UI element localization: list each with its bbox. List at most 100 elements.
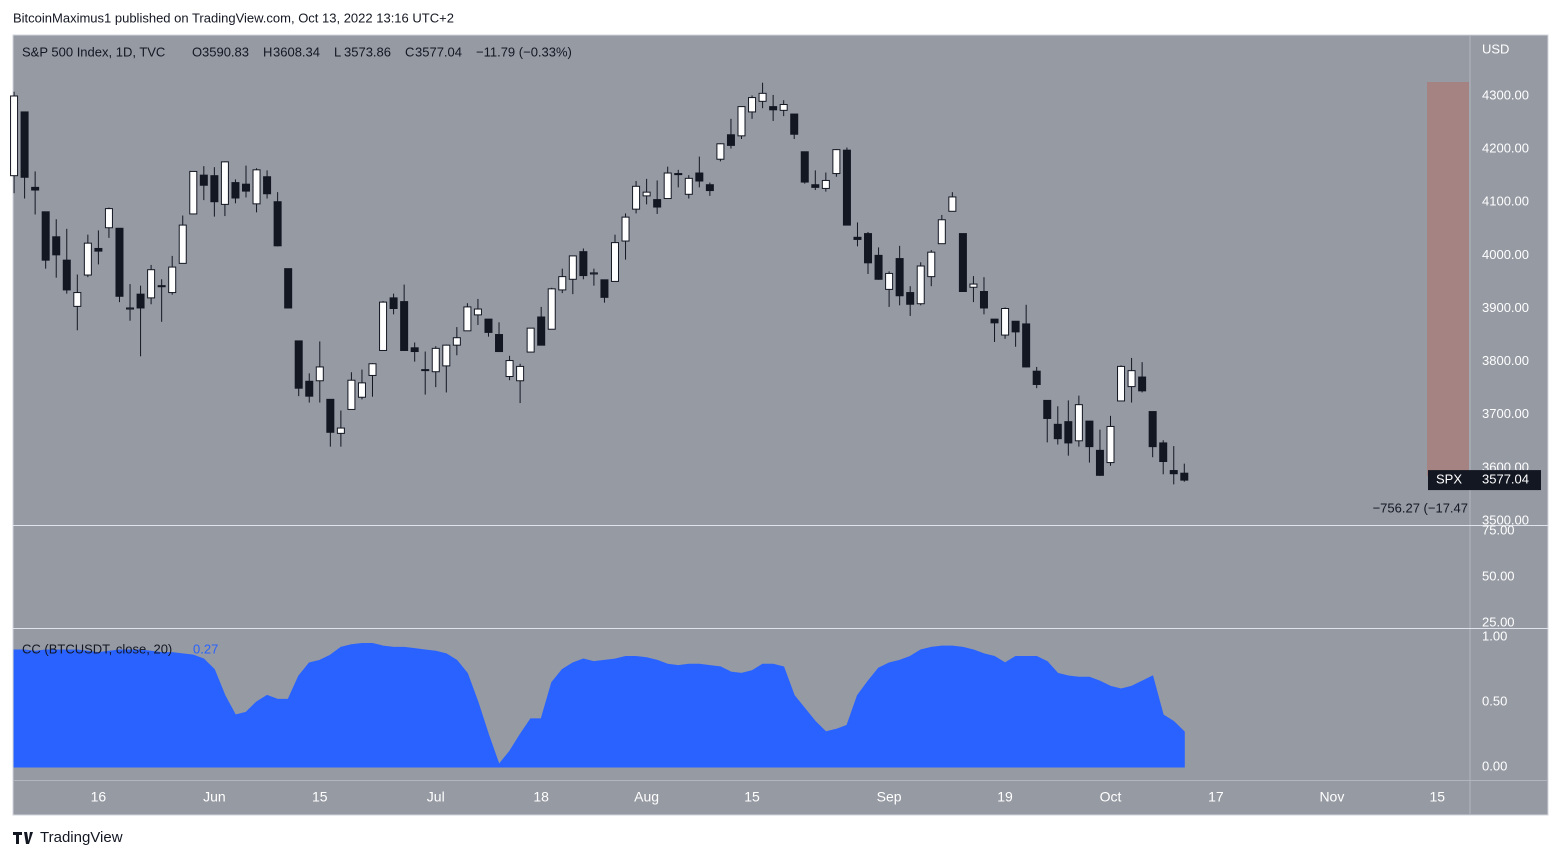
candle-body <box>315 366 324 382</box>
candle-body <box>906 292 915 305</box>
x-tick-label: 19 <box>997 789 1013 805</box>
candle-body <box>853 236 862 240</box>
candle-body <box>1148 411 1157 448</box>
candle-body <box>663 172 672 200</box>
candle-body <box>31 186 40 191</box>
candles <box>10 82 1189 485</box>
candle-body <box>642 191 651 197</box>
legend-label: CC (BTCUSDT, close, 20) <box>22 641 172 656</box>
candle-body <box>674 173 683 176</box>
candle-body <box>1095 449 1104 476</box>
candle-body <box>473 308 482 316</box>
ohlc-value: 3577.04 <box>415 44 462 59</box>
candle-body <box>400 301 409 351</box>
candle-body <box>1064 421 1073 444</box>
candle-body <box>779 103 788 111</box>
candle-body <box>231 182 240 199</box>
candle-body <box>1022 323 1031 368</box>
candle-body <box>1180 472 1189 481</box>
ohlc-value: 3590.83 <box>202 44 249 59</box>
candle-body <box>210 175 219 203</box>
candle-body <box>1043 399 1052 419</box>
candle-body <box>326 398 335 433</box>
candle-body <box>568 255 577 280</box>
candle-body <box>621 216 630 242</box>
y-tick-label: 1.00 <box>1482 628 1507 643</box>
x-tick-label: Oct <box>1100 789 1122 805</box>
candle-body <box>589 272 598 275</box>
candle-body <box>199 174 208 186</box>
y-tick-label: 25.00 <box>1482 614 1515 629</box>
y-tick-label: 3800.00 <box>1482 353 1529 368</box>
symbol-label: SPX <box>1436 472 1462 487</box>
candle-body <box>716 143 725 160</box>
candle-body <box>800 151 809 183</box>
candle-body <box>442 344 451 367</box>
candle-body <box>252 169 261 205</box>
ohlc-letter: O <box>192 44 202 59</box>
candle-body <box>1053 423 1062 440</box>
candle-body <box>452 337 461 346</box>
candle-body <box>104 208 113 229</box>
candle-body <box>748 97 757 113</box>
ohlc-letter: C <box>405 44 414 59</box>
candle-body <box>379 301 388 351</box>
y-tick-label: 50.00 <box>1482 568 1515 583</box>
y-tick-label: 3700.00 <box>1482 406 1529 421</box>
range-annotation: −756.27 (−17.47 <box>1373 500 1468 515</box>
candle-body <box>979 291 988 309</box>
candle-body <box>737 106 746 137</box>
x-tick-label: 18 <box>533 789 549 805</box>
y-tick-label: 3900.00 <box>1482 300 1529 315</box>
candle-body <box>157 285 166 288</box>
candle-body <box>336 427 345 434</box>
last-price: 3577.04 <box>1482 472 1529 487</box>
candle-body <box>969 283 978 288</box>
candle-body <box>1032 370 1041 385</box>
publish-info: BitcoinMaximus1 published on TradingView… <box>13 10 454 25</box>
candle-body <box>579 251 588 277</box>
candle-body <box>1074 404 1083 442</box>
candle-body <box>726 134 735 146</box>
y-tick-label: 0.50 <box>1482 693 1507 708</box>
brand: TradingView <box>40 829 123 846</box>
candle-body <box>389 297 398 310</box>
candle-body <box>1127 370 1136 388</box>
x-tick-label: Jun <box>203 789 226 805</box>
candle-body <box>610 242 619 282</box>
candle-body <box>864 233 873 264</box>
x-tick-label: Sep <box>877 789 902 805</box>
candle-body <box>20 111 29 178</box>
candle-body <box>684 177 693 195</box>
area <box>13 642 1185 768</box>
candle-body <box>505 360 514 378</box>
ohlc-value: 3608.34 <box>273 44 320 59</box>
candle-body <box>874 254 883 280</box>
candle-body <box>147 269 156 299</box>
y-tick-label: 4000.00 <box>1482 247 1529 262</box>
candle-body <box>52 236 61 256</box>
candle-body <box>1011 320 1020 333</box>
candle-body <box>695 172 704 182</box>
candle-body <box>600 279 609 298</box>
candle-body <box>705 184 714 192</box>
candle-body <box>305 380 314 397</box>
x-tick-label: 15 <box>744 789 760 805</box>
ohlc-letter: L <box>334 44 341 59</box>
candle-body <box>842 149 851 226</box>
y-tick-label: 75.00 <box>1482 522 1515 537</box>
candle-body <box>421 369 430 372</box>
candle-body <box>463 306 472 332</box>
y-tick-label: 4200.00 <box>1482 141 1529 156</box>
candle-body <box>537 316 546 346</box>
y-tick-label: 4100.00 <box>1482 194 1529 209</box>
candle-body <box>284 268 293 309</box>
currency-label: USD <box>1482 41 1509 56</box>
candle-body <box>958 233 967 293</box>
candle-body <box>115 227 124 297</box>
candle-body <box>832 149 841 175</box>
candle-body <box>927 251 936 278</box>
candle-body <box>62 259 71 291</box>
candle-body <box>558 276 567 291</box>
